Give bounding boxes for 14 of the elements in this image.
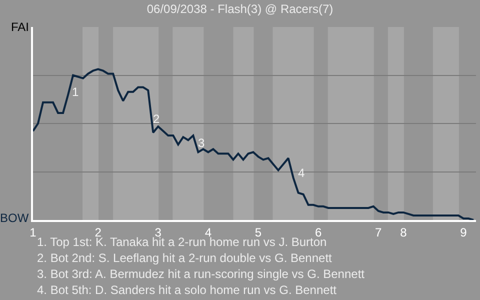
x-tick-label: 8 xyxy=(400,225,408,240)
annotation: 2 xyxy=(153,112,160,126)
text: FAI xyxy=(11,20,30,34)
annotation: 3 xyxy=(198,136,205,150)
x-tick-label: 7 xyxy=(375,225,382,240)
text: 2. Bot 2nd: S. Leeflang hit a 2-run double vs G. Bennett xyxy=(37,251,333,265)
annotation: 4 xyxy=(298,166,305,180)
text: BOW xyxy=(0,211,30,225)
annotation: 1 xyxy=(72,85,79,99)
x-tick-label: 1 xyxy=(30,225,37,240)
text: 4. Bot 5th: D. Sanders hit a solo home run vs G. Bennett xyxy=(37,283,338,297)
chart-title: 06/09/2038 - Flash(3) @ Racers(7) xyxy=(146,2,334,16)
text: 3. Bot 3rd: A. Bermudez hit a run-scoring single vs G. Bennett xyxy=(37,267,366,281)
x-tick-label: 9 xyxy=(460,225,468,240)
